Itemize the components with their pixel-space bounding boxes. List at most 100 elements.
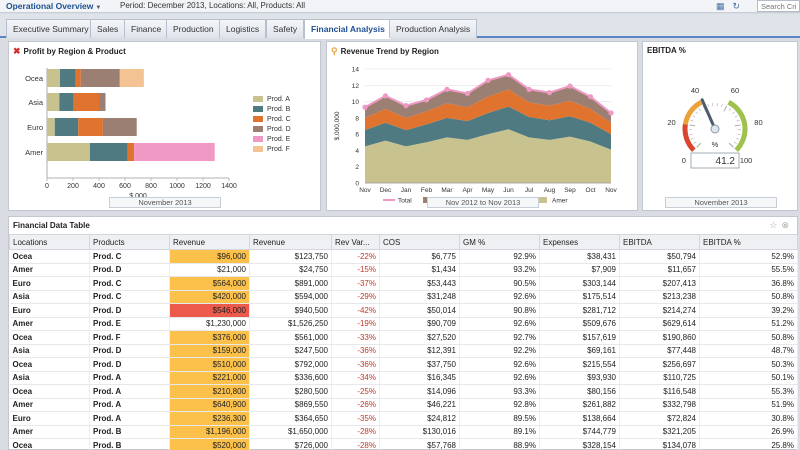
revenue-cell: $21,000 [169,263,250,277]
ebitda-pct-cell: 51.2% [699,317,798,331]
column-header[interactable]: EBITDA % [699,234,798,250]
table-row[interactable]: Ocea Prod. C $96,000 $123,750 -22% $6,775 92.9… [9,249,798,264]
y-tick-label: 8 [355,115,359,122]
gauge-tick [737,133,741,135]
expenses-cell: $157,619 [539,330,620,345]
x-tick-label: 400 [93,183,105,190]
ebitda-pct-cell: 39.2% [699,303,798,318]
location-cell: Euro [9,276,90,291]
cos-cell: $57,768 [379,438,460,450]
gauge-tick [728,142,734,148]
gauge-tick [733,141,737,144]
column-header[interactable]: Expenses [539,234,620,250]
gauge-value: 41.2 [716,156,736,167]
column-header[interactable]: EBITDA [619,234,700,250]
ebitda-pct-cell: 50.8% [699,330,798,345]
tab-production[interactable]: Production [166,19,221,38]
revenue-target-cell: $123,750 [249,249,332,264]
legend-label: Prod. B [267,106,291,113]
revenue-target-cell: $561,000 [249,330,332,345]
revenue-panel: ⚲ Revenue Trend by Region 0 2 4 6 8 10 12 14 $,0… [326,41,638,211]
pin-icon[interactable]: ⚲ [331,46,338,56]
tab-safety[interactable]: Safety [266,19,305,38]
tab-executive-summary[interactable]: Executive Summary [6,19,96,38]
tab-financial-analysis[interactable]: Financial Analysis [304,19,392,39]
revenue-cell: $564,000 [169,276,250,291]
ebitda-panel-footer: November 2013 [665,197,777,208]
table-row[interactable]: Euro Prod. C $564,000 $891,000 -37% $53,443 90… [9,276,798,291]
table-row[interactable]: Amer Prod. A $640,900 $869,550 -26% $46,221 92… [9,398,798,412]
tab-production-analysis[interactable]: Production Analysis [389,19,478,38]
revenue-target-cell: $792,000 [249,357,332,372]
table-row[interactable]: Ocea Prod. B $520,000 $726,000 -28% $57,768 88… [9,438,798,450]
refresh-icon[interactable]: ↻ [732,1,741,11]
location-cell: Asia [9,371,90,385]
gauge-tick-label: 80 [754,118,762,127]
x-tick-label: 1000 [169,183,185,190]
cos-cell: $130,016 [379,425,460,439]
y-tick-label: 12 [352,83,360,90]
table-row[interactable]: Euro Prod. A $236,300 $364,650 -35% $24,812 89… [9,411,798,426]
ebitda-cell: $321,205 [619,425,700,439]
y-tick-label: 6 [355,132,359,139]
gauge-tick [689,133,693,135]
table-row[interactable]: Ocea Prod. A $210,800 $280,500 -25% $14,096 93… [9,384,798,399]
close-circle-icon[interactable]: ⊗ [781,220,789,230]
table-row[interactable]: Amer Prod. D $21,000 $24,750 -15% $1,434 93.2%… [9,263,798,277]
building-icon[interactable]: ▦ [716,1,725,11]
expenses-cell: $7,909 [539,263,620,277]
bar-segment [89,143,128,161]
table-row[interactable]: Asia Prod. A $221,000 $336,600 -34% $16,345 92… [9,371,798,385]
table-row[interactable]: Euro Prod. D $546,000 $940,500 -42% $50,014 90… [9,303,798,318]
revenue-cell: $1,196,000 [169,425,250,439]
table-row[interactable]: Asia Prod. D $159,000 $247,500 -36% $12,391 92… [9,344,798,358]
table-title: Financial Data Table [13,221,90,230]
column-header[interactable]: Rev Var... [331,234,380,250]
table-row[interactable]: Amer Prod. E $1,230,000 $1,526,250 -19% $90,7… [9,317,798,331]
gm-cell: 90.8% [459,303,540,318]
close-icon[interactable]: ✖ [13,46,21,56]
expenses-cell: $38,431 [539,249,620,264]
column-header[interactable]: GM % [459,234,540,250]
filter-summary: Period: December 2013, Locations: All, P… [120,1,305,10]
column-header[interactable]: Revenue [249,234,332,250]
table-row[interactable]: Amer Prod. B $1,196,000 $1,650,000 -28% $130,… [9,425,798,439]
gauge-band [682,100,703,125]
product-cell: Prod. D [89,263,170,277]
tab-logistics[interactable]: Logistics [219,19,267,38]
table-row[interactable]: Ocea Prod. D $510,000 $792,000 -36% $37,750 92… [9,357,798,372]
revenue-target-cell: $24,750 [249,263,332,277]
bar-segment [73,93,99,111]
revenue-variance-cell: -28% [331,425,380,439]
location-cell: Ocea [9,384,90,399]
legend-swatch [253,146,263,152]
tab-bar: Executive Summary Sales Finance Producti… [0,14,800,39]
tab-finance[interactable]: Finance [124,19,169,38]
star-icon[interactable]: ☆ [769,220,778,230]
table-row[interactable]: Ocea Prod. F $376,000 $561,000 -33% $27,520 92… [9,330,798,345]
gauge-tick [692,115,696,118]
column-header[interactable]: Products [89,234,170,250]
search-input[interactable] [757,0,800,12]
ebitda-pct-cell: 48.7% [699,344,798,358]
gauge-unit: % [712,140,719,149]
revenue-target-cell: $726,000 [249,438,332,450]
bar-segment [47,118,55,136]
product-cell: Prod. A [89,371,170,385]
bar-segment [47,69,60,87]
column-header[interactable]: Locations [9,234,90,250]
revenue-variance-cell: -28% [331,438,380,450]
bar-segment [99,93,106,111]
revenue-variance-cell: -42% [331,303,380,318]
tab-sales[interactable]: Sales [90,19,126,38]
app-title-dropdown[interactable]: Operational Overview ▼ [6,1,101,11]
gm-cell: 92.7% [459,330,540,345]
cos-cell: $37,750 [379,357,460,372]
ebitda-cell: $190,860 [619,330,700,345]
column-header[interactable]: Revenue [169,234,250,250]
table-row[interactable]: Asia Prod. C $420,000 $594,000 -29% $31,248 92… [9,290,798,304]
column-header[interactable]: COS [379,234,460,250]
app-title: Operational Overview [6,1,94,11]
profit-chart: Ocea Asia Euro Amer 0 200 400 600 800 1000 1200 140… [25,68,291,200]
ebitda-cell: $110,725 [619,371,700,385]
